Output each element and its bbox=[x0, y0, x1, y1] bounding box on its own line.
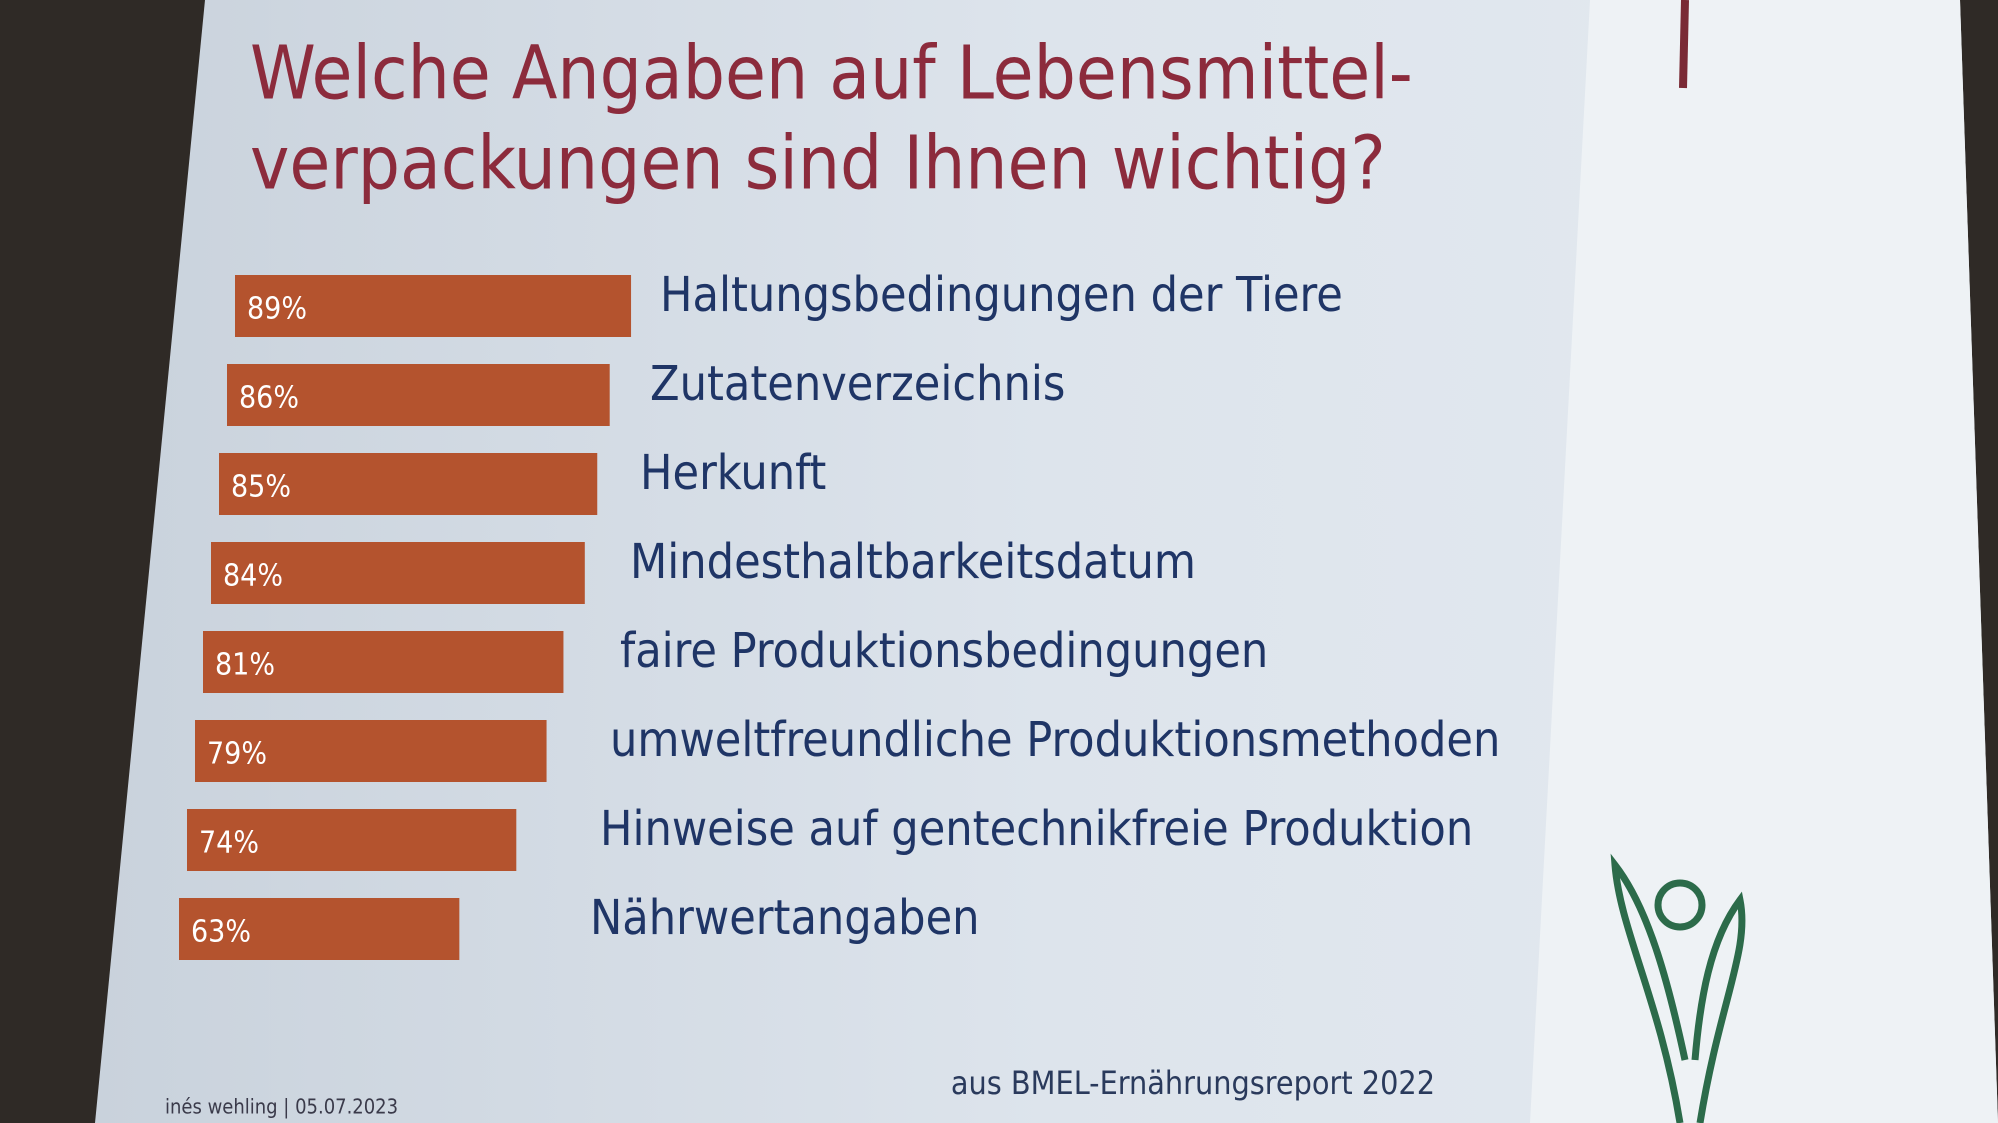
side-panel bbox=[1530, 0, 1998, 1123]
value-label: 63% bbox=[191, 915, 251, 950]
chart-title: verpackungen sind Ihnen wichtig? bbox=[250, 121, 1386, 207]
bar bbox=[203, 631, 564, 693]
decoration bbox=[1679, 0, 1689, 89]
category-label: Hinweise auf gentechnikfreie Produktion bbox=[600, 801, 1473, 857]
category-label: Haltungsbedingungen der Tiere bbox=[660, 267, 1343, 323]
bar bbox=[219, 453, 598, 515]
bar bbox=[179, 898, 460, 960]
value-label: 89% bbox=[247, 292, 307, 327]
chart-title: Welche Angaben auf Lebensmittel- bbox=[250, 31, 1413, 117]
category-label: Mindesthaltbarkeitsdatum bbox=[630, 534, 1196, 590]
category-label: Nährwertangaben bbox=[590, 890, 980, 946]
logo bbox=[1610, 853, 1746, 1123]
category-label: Herkunft bbox=[640, 445, 826, 501]
category-label: umweltfreundliche Produktionsmethoden bbox=[610, 712, 1500, 768]
source: aus BMEL-Ernährungsreport 2022 bbox=[951, 1064, 1435, 1102]
bar bbox=[227, 364, 610, 426]
bar bbox=[187, 809, 517, 871]
value-label: 84% bbox=[223, 559, 283, 594]
category-label: Zutatenverzeichnis bbox=[650, 356, 1065, 412]
bar bbox=[211, 542, 585, 604]
value-label: 74% bbox=[199, 826, 259, 861]
value-label: 86% bbox=[239, 381, 299, 416]
category-label: faire Produktionsbedingungen bbox=[620, 623, 1268, 679]
footer: inés wehling | 05.07.2023 bbox=[165, 1095, 398, 1119]
bar bbox=[235, 275, 632, 337]
value-label: 85% bbox=[231, 470, 291, 505]
bar bbox=[195, 720, 547, 782]
value-label: 79% bbox=[207, 737, 267, 772]
value-label: 81% bbox=[215, 648, 275, 683]
